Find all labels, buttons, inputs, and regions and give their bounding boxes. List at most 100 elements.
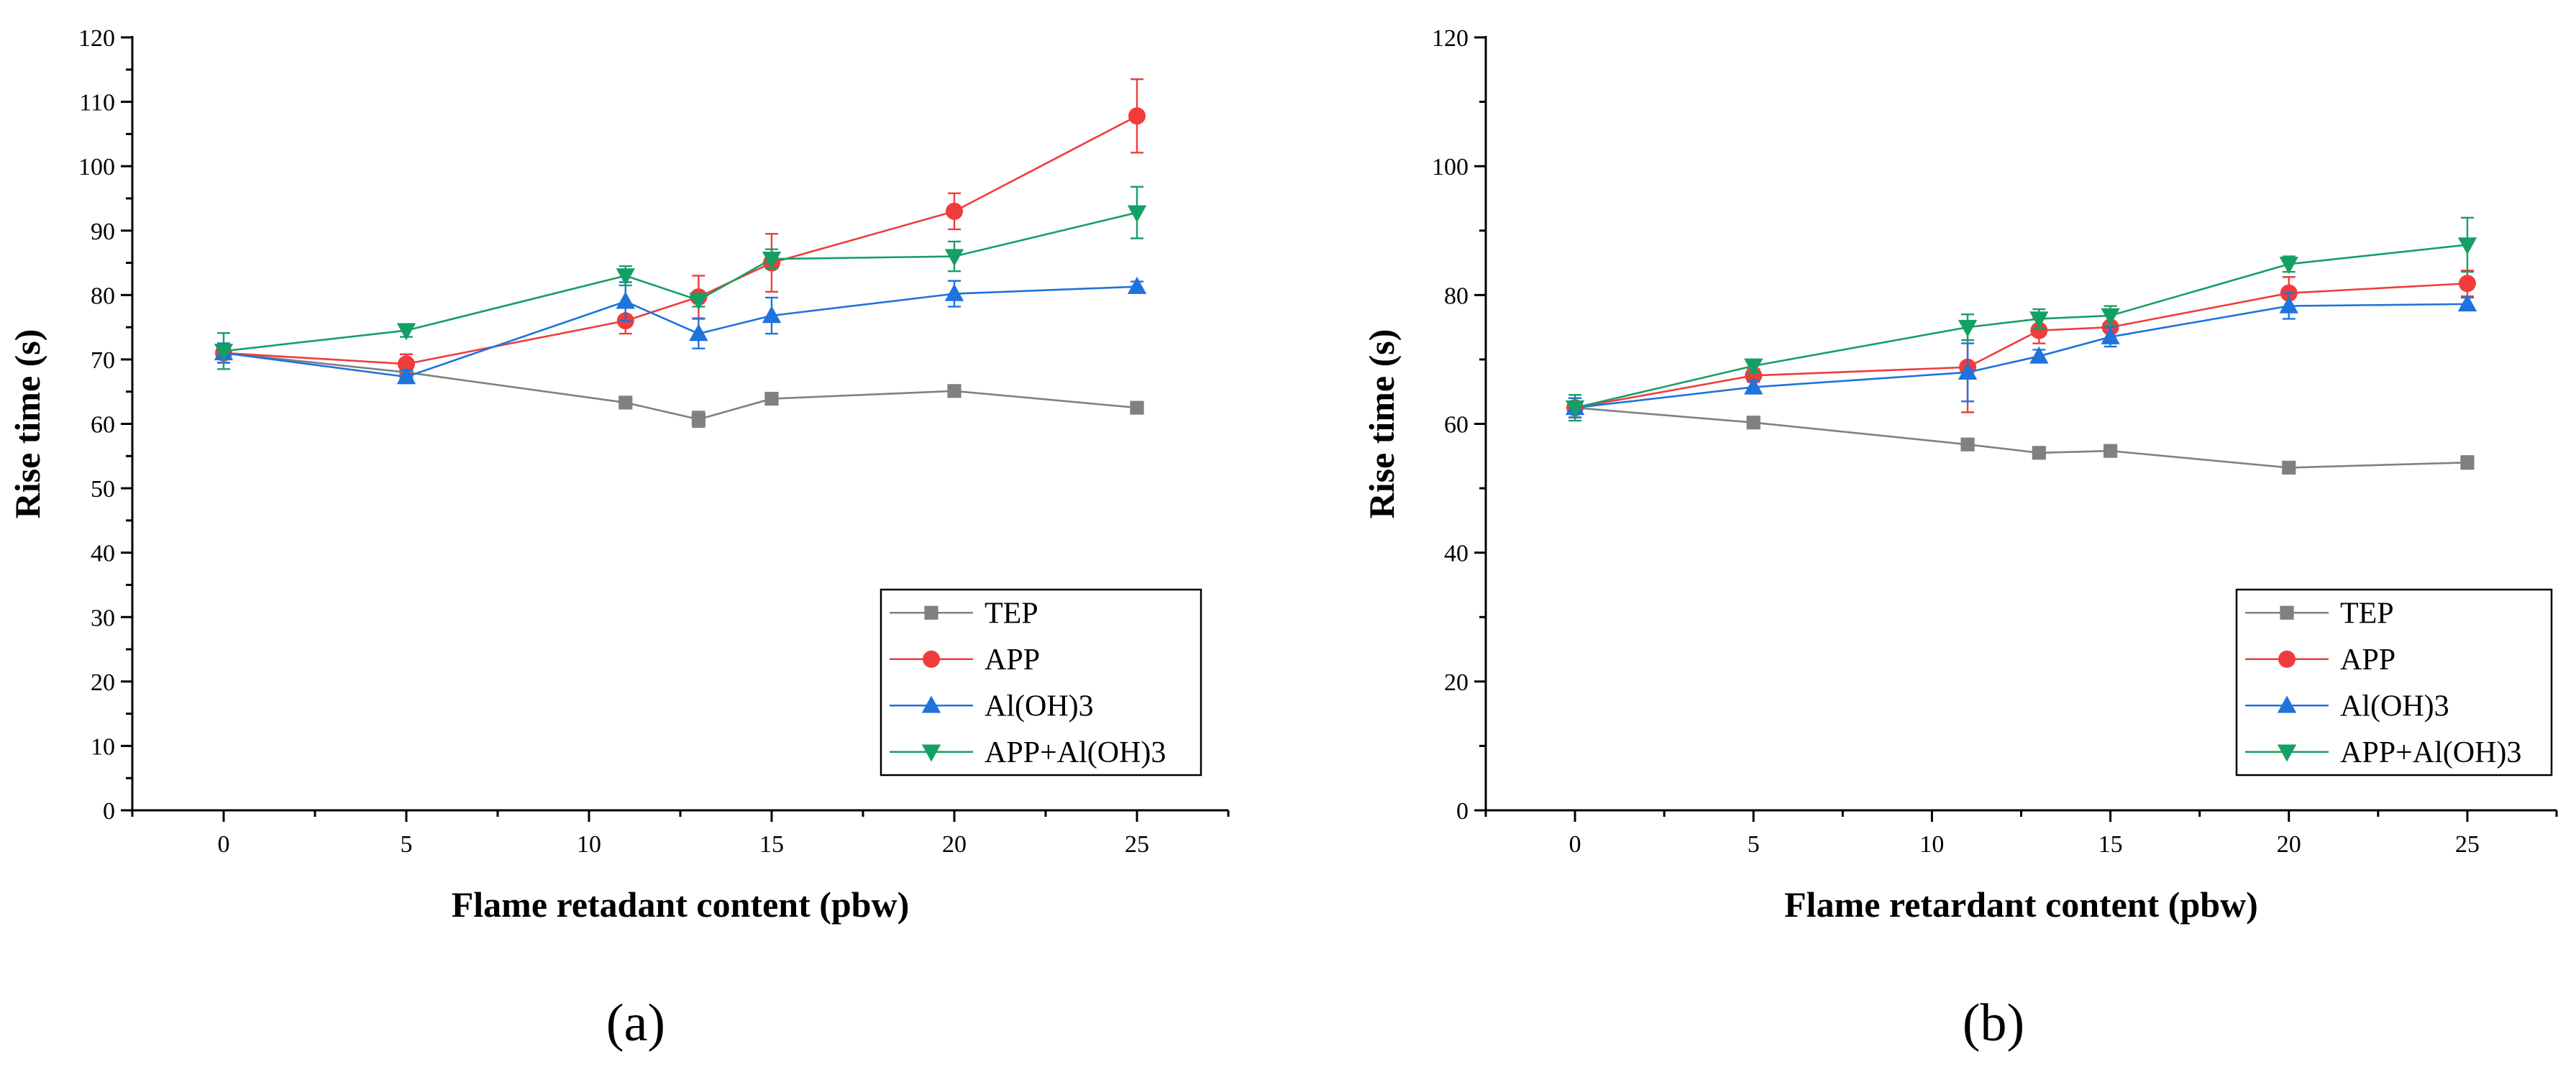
data-point-al-oh-3 (689, 324, 708, 342)
x-tick-label: 0 (218, 831, 230, 858)
data-point-app-al-oh-3 (1744, 358, 1763, 376)
data-point-al-oh-3 (2457, 294, 2477, 312)
y-tick-label: 60 (91, 412, 115, 439)
data-point-app-al-oh-3 (616, 268, 635, 286)
legend-label: Al(OH)3 (2340, 690, 2449, 723)
data-point-al-oh-3 (762, 306, 782, 324)
series-al-oh-3 (1565, 292, 2477, 418)
legend-label: APP (2340, 644, 2395, 677)
y-tick-label: 40 (1444, 541, 1469, 567)
data-point-tep (2103, 444, 2118, 458)
data-point-tep (618, 395, 633, 410)
data-point-tep (1960, 437, 1975, 452)
y-tick-label: 20 (1444, 669, 1469, 696)
x-axis-title: Flame retadant content (pbw) (452, 884, 910, 925)
data-point-app (398, 355, 415, 373)
x-tick-label: 25 (1125, 831, 1149, 858)
legend-marker (2280, 605, 2294, 620)
legend-marker (924, 605, 938, 620)
data-point-tep (691, 412, 705, 426)
data-point-tep (1130, 400, 1144, 415)
data-point-app-al-oh-3 (944, 249, 964, 267)
x-tick-label: 20 (942, 831, 967, 858)
y-tick-label: 100 (1432, 154, 1469, 180)
x-tick-label: 10 (1919, 831, 1944, 858)
data-point-tep (1746, 416, 1760, 430)
y-tick-label: 40 (91, 541, 115, 567)
legend-label: APP+Al(OH)3 (985, 736, 1166, 769)
y-tick-label: 90 (91, 219, 115, 245)
data-point-app (2030, 321, 2048, 339)
y-tick-label: 120 (78, 25, 115, 52)
data-point-app-al-oh-3 (2457, 237, 2477, 255)
y-tick-label: 10 (91, 733, 115, 760)
chart-panel-b: 0 20 40 60 80 100 120 0 5 10 15 20 25 Flame retardant… (1361, 25, 2558, 1053)
data-point-app-al-oh-3 (762, 251, 782, 269)
data-point-tep (2032, 446, 2046, 460)
x-axis-title: Flame retardant content (pbw) (1784, 884, 2258, 925)
data-point-app-al-oh-3 (1127, 205, 1147, 223)
data-point-app (2458, 275, 2476, 293)
data-point-al-oh-3 (396, 367, 416, 385)
data-point-app-al-oh-3 (1958, 319, 1978, 337)
x-tick-label: 15 (2098, 831, 2123, 858)
y-tick-label: 110 (79, 90, 115, 116)
y-tick-label: 70 (91, 347, 115, 374)
data-point-tep (2460, 455, 2475, 470)
x-tick-label: 10 (577, 831, 601, 858)
chart-panel-a: 0 10 20 30 40 50 60 70 80 90 100 110 120 0 5 10 15 20 25 Fl… (7, 25, 1230, 1053)
legend-marker (921, 695, 941, 713)
series-app-al-oh-3 (1565, 216, 2477, 422)
series-app (1566, 270, 2476, 418)
y-tick-label: 120 (1432, 25, 1469, 52)
y-tick-label: 30 (91, 605, 115, 631)
series-line-al-oh-3 (1574, 303, 2467, 409)
data-point-tep (947, 384, 962, 398)
y-tick-label: 60 (1444, 412, 1469, 439)
y-tick-label: 80 (1444, 283, 1469, 309)
legend-marker (2277, 695, 2297, 713)
legend: TEP APP Al(OH)3 APP+Al(OH)3 (2235, 588, 2553, 777)
series-line-app (1574, 282, 2467, 409)
series-app (215, 78, 1146, 375)
data-point-al-oh-3 (2279, 296, 2298, 313)
y-axis-title: Rise time (s) (7, 329, 47, 519)
y-tick-label: 0 (1456, 798, 1469, 825)
series-line-app-al-oh-3 (223, 211, 1138, 352)
legend-marker (2278, 650, 2296, 668)
legend-label: APP (985, 644, 1040, 677)
series-app-al-oh-3 (214, 186, 1147, 370)
y-tick-label: 20 (91, 669, 115, 696)
data-point-app-al-oh-3 (689, 293, 708, 311)
x-tick-label: 25 (2455, 831, 2480, 858)
x-tick-label: 15 (759, 831, 784, 858)
legend-box (880, 588, 1202, 777)
panel-label: (b) (1963, 994, 2024, 1053)
legend: TEP APP Al(OH)3 APP+Al(OH)3 (880, 588, 1202, 777)
series-line-tep (223, 352, 1138, 421)
x-tick-label: 20 (2277, 831, 2301, 858)
data-point-app (946, 202, 963, 220)
y-tick-label: 80 (91, 283, 115, 309)
y-axis-title: Rise time (s) (1361, 329, 1402, 519)
x-tick-label: 5 (401, 831, 413, 858)
legend-box (2235, 588, 2553, 777)
data-point-app-al-oh-3 (1565, 400, 1585, 418)
series-al-oh-3 (214, 276, 1147, 385)
y-tick-label: 0 (103, 798, 115, 825)
x-tick-label: 0 (1569, 831, 1581, 858)
data-point-al-oh-3 (944, 283, 964, 301)
series-tep (216, 342, 1144, 429)
data-point-al-oh-3 (1127, 276, 1147, 294)
data-point-app-al-oh-3 (2029, 311, 2049, 329)
data-point-al-oh-3 (1744, 377, 1763, 395)
data-point-app-al-oh-3 (2101, 308, 2120, 326)
data-point-app-al-oh-3 (2279, 257, 2298, 275)
x-tick-label: 5 (1748, 831, 1760, 858)
y-tick-label: 100 (78, 154, 115, 180)
legend-label: TEP (2340, 597, 2394, 630)
y-tick-label: 50 (91, 476, 115, 503)
legend-label: Al(OH)3 (985, 690, 1094, 723)
data-point-app-al-oh-3 (214, 344, 234, 362)
